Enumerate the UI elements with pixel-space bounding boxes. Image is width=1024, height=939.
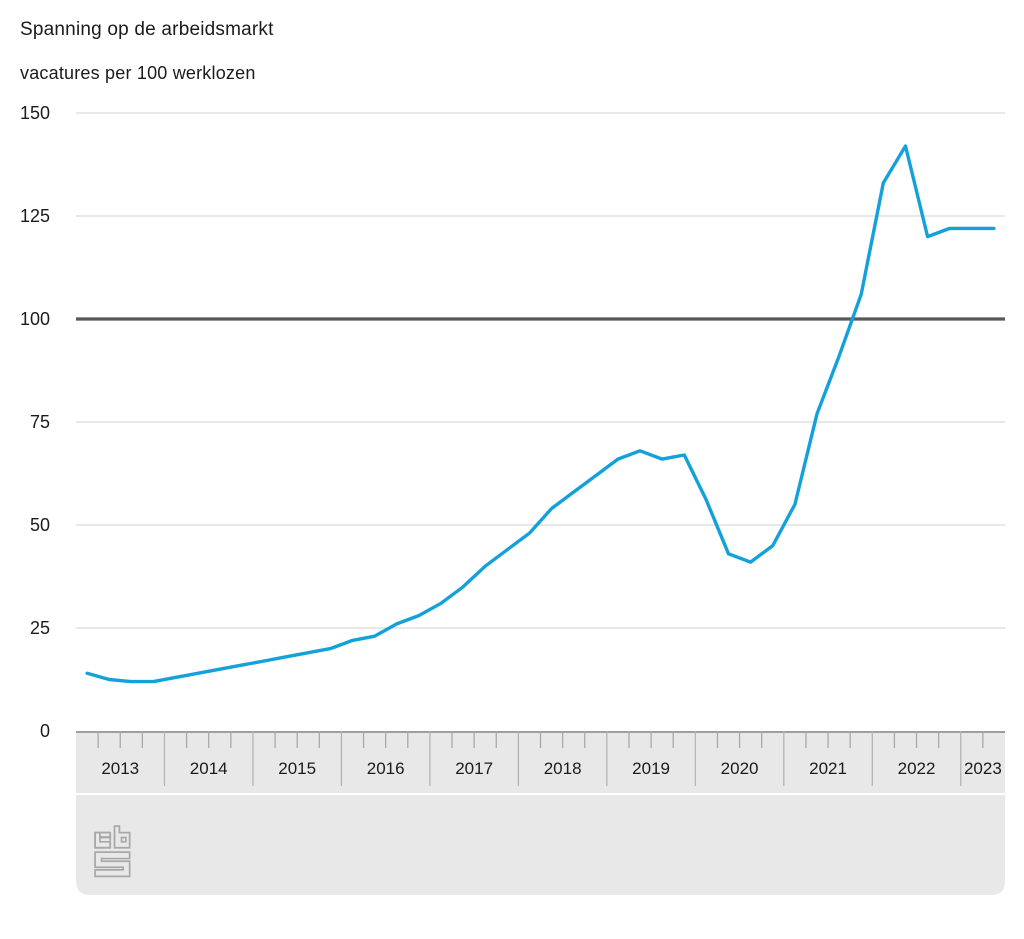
x-axis-band: [76, 731, 1005, 895]
x-axis-year-label-2014: 2014: [190, 759, 228, 778]
x-axis-year-label-2016: 2016: [367, 759, 405, 778]
y-axis-label-125: 125: [20, 206, 50, 226]
x-axis-year-label-2022: 2022: [898, 759, 936, 778]
y-axis-label-50: 50: [30, 515, 50, 535]
gridlines: [76, 112, 1005, 629]
chart-title: Spanning op de arbeidsmarkt: [20, 19, 274, 40]
x-axis-year-label-2018: 2018: [544, 759, 582, 778]
chart-subtitle: vacatures per 100 werklozen: [20, 63, 256, 83]
x-axis-year-label-2015: 2015: [278, 759, 316, 778]
data-line-vacatures-per-100-werklozen: [85, 144, 996, 684]
y-axis-label-0: 0: [40, 721, 50, 741]
y-axis-label-100: 100: [20, 309, 50, 329]
cbs-logo-letter-c-slot: [94, 831, 112, 849]
x-axis-year-label-2020: 2020: [721, 759, 759, 778]
x-axis-year-label-2013: 2013: [101, 759, 139, 778]
y-axis-label-150: 150: [20, 103, 50, 123]
footer-panel: [76, 795, 1005, 895]
x-axis-year-label-2019: 2019: [632, 759, 670, 778]
y-axis-label-75: 75: [30, 412, 50, 432]
y-axis-label-25: 25: [30, 618, 50, 638]
x-axis-year-label-2017: 2017: [455, 759, 493, 778]
cbs-logo-letter-s: [94, 851, 131, 878]
x-axis-year-label-2023: 2023: [964, 759, 1002, 778]
axis-labels: 0 25 50 75 100 125 150 2013 2014 2015 2016 2017 2018…: [20, 103, 1002, 778]
cbs-logo: [94, 825, 131, 878]
data-series: [85, 144, 996, 684]
cbs-logo-letter-b: [113, 825, 131, 849]
x-axis-year-label-2021: 2021: [809, 759, 847, 778]
